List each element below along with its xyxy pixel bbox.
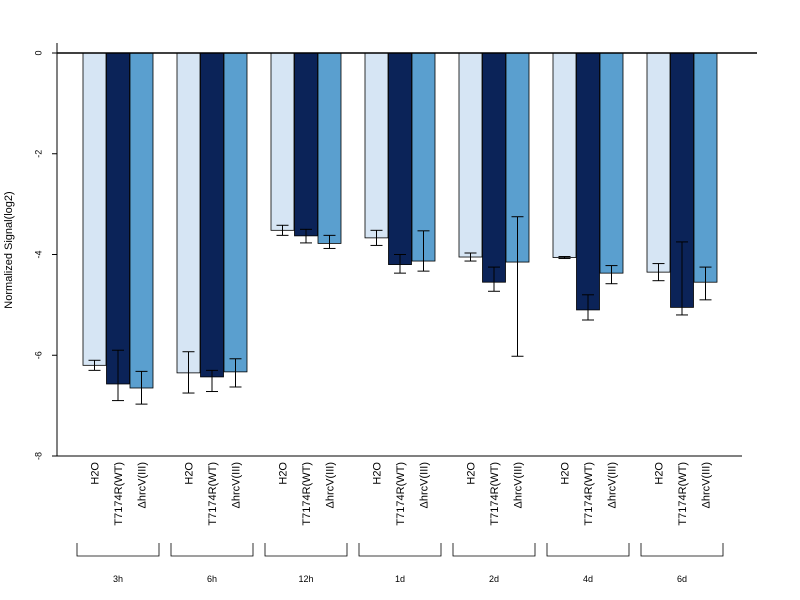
group-label: 4d (583, 574, 593, 584)
y-tick-label: 0 (33, 50, 43, 55)
group-bracket (358, 543, 442, 557)
bar-label: H2O (560, 462, 572, 485)
bar-label: ΔhrcV(III) (137, 462, 149, 508)
group-bracket (452, 543, 536, 557)
bar-label: H2O (372, 462, 384, 485)
group-label: 12h (298, 574, 313, 584)
bar-label: T7174R(WT) (113, 462, 125, 526)
bar-label: H2O (278, 462, 290, 485)
bar-label: ΔhrcV(III) (419, 462, 431, 508)
bar (129, 52, 154, 389)
bar (693, 52, 718, 283)
bar (482, 52, 506, 283)
group-label: 3h (113, 574, 123, 584)
bar (106, 52, 130, 385)
y-tick-label: -6 (33, 351, 43, 359)
group-label: 6h (207, 574, 217, 584)
bar (576, 52, 600, 311)
group-bracket (546, 543, 630, 557)
y-tick-label: -4 (33, 250, 43, 258)
bar-label: H2O (466, 462, 478, 485)
bar-label: H2O (654, 462, 666, 485)
y-axis-label: Normalized Signal(log2) (3, 191, 15, 308)
group-bracket (264, 543, 348, 557)
bar (458, 52, 483, 258)
bar-label: T7174R(WT) (583, 462, 595, 526)
bar (411, 52, 436, 262)
bar-label: ΔhrcV(III) (513, 462, 525, 508)
plot-area: 0 -2 -4 -6 -8 H2O T7174R(WT) ΔhrcV(III) H2O T7174… (33, 43, 757, 584)
bar (294, 52, 318, 237)
group-bracket (76, 543, 160, 557)
group-bracket (170, 543, 254, 557)
bar-label: H2O (90, 462, 102, 485)
group-bracket (640, 543, 724, 557)
bar-label: ΔhrcV(III) (607, 462, 619, 508)
bar-label: T7174R(WT) (207, 462, 219, 526)
bar (270, 52, 295, 231)
bar-label: T7174R(WT) (677, 462, 689, 526)
bar-label: ΔhrcV(III) (231, 462, 243, 508)
bar (388, 52, 412, 265)
bar (364, 52, 389, 239)
group-label: 6d (677, 574, 687, 584)
bar (317, 52, 342, 244)
bar (552, 52, 577, 258)
bar-label: ΔhrcV(III) (325, 462, 337, 508)
bar (82, 52, 107, 366)
bar (223, 52, 248, 373)
bar (200, 52, 224, 378)
bar-label: ΔhrcV(III) (701, 462, 713, 508)
bar (599, 52, 624, 274)
y-tick-label: -8 (33, 452, 43, 460)
group-label: 2d (489, 574, 499, 584)
bar-label: T7174R(WT) (489, 462, 501, 526)
bar-label: H2O (184, 462, 196, 485)
y-tick-label: -2 (33, 150, 43, 158)
bar-label: T7174R(WT) (395, 462, 407, 526)
bar-label: T7174R(WT) (301, 462, 313, 526)
group-label: 1d (395, 574, 405, 584)
bar (646, 52, 671, 273)
bar (176, 52, 201, 374)
